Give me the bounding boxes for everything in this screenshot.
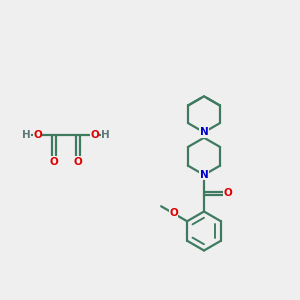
Text: N: N — [200, 170, 208, 180]
Text: N: N — [200, 127, 208, 137]
Text: H: H — [22, 130, 31, 140]
Text: N: N — [200, 127, 208, 137]
Text: O: O — [224, 188, 232, 199]
Text: O: O — [50, 157, 58, 167]
Text: O: O — [169, 208, 178, 218]
Text: O: O — [90, 130, 99, 140]
Text: O: O — [33, 130, 42, 140]
Text: O: O — [74, 157, 82, 167]
Text: N: N — [200, 170, 208, 180]
Text: H: H — [101, 130, 110, 140]
